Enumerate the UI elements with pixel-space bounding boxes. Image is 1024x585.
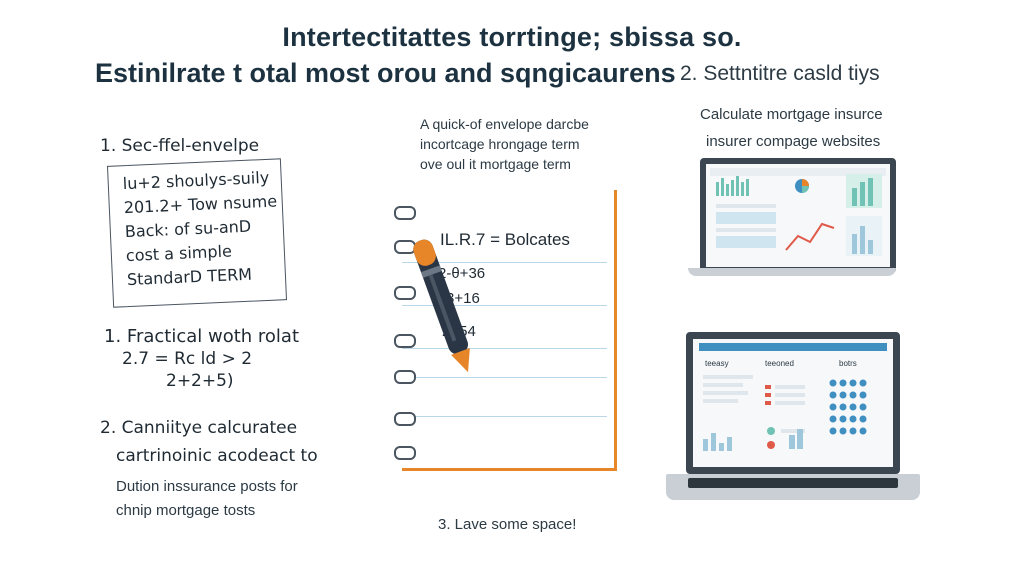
pad-line-3: 3+16 (446, 290, 480, 307)
laptop-screen-2: teeasy teeoned botrs (686, 332, 900, 474)
laptop-keyboard-base (666, 474, 920, 500)
right-caption-2: insurer compage websites (706, 133, 881, 150)
insurance-line-2: chnip mortgage tosts (116, 502, 256, 519)
ruled-line (402, 416, 607, 417)
pie-chart-icon (795, 179, 809, 193)
left-step3-sub: cartrinoinic acodeact to (116, 446, 318, 466)
spiral-ring-icon (394, 206, 416, 220)
ruled-line (402, 348, 607, 349)
spiral-ring-icon (394, 370, 416, 384)
mortgage-website-graphic (703, 375, 867, 451)
left-step-label: 1. Sec-ffel-envelpe (100, 136, 260, 156)
right-step-heading: 2. Settntitre casld tiys (680, 62, 880, 85)
laptop-base-1 (688, 268, 896, 276)
laptop-icon (688, 158, 896, 276)
keyboard-keys (688, 478, 898, 488)
pen-icon (413, 239, 470, 373)
dashboard-graphic (710, 168, 886, 256)
pad-line-2: 2-θ+36 (438, 265, 486, 282)
ruled-line (402, 305, 607, 306)
browser-bar (699, 343, 887, 351)
spiral-ring-icon (394, 412, 416, 426)
center-caption-3: ove oul it mortgage term (420, 156, 571, 172)
left-step3-label: 2. Canniitye calcuratee (100, 418, 298, 438)
laptop-icon: teeasy teeoned botrs (666, 332, 920, 502)
bar-chart-icon (716, 176, 749, 196)
ruled-line (402, 262, 607, 263)
ruled-line (402, 377, 607, 378)
center-caption-2: incortcage hrongage term (420, 136, 580, 152)
insurance-line-1: Dution inssurance posts for (116, 478, 298, 495)
page-subtitle: Estinilrate t otal most orou and sqngica… (95, 58, 676, 88)
left-formula-2: 2+2+5) (166, 371, 234, 391)
page-title: Intertectitattes torrtinge; sbissa so. (282, 22, 742, 52)
pad-line-1: IL.R.7 = Bolcates (440, 230, 570, 249)
spiral-ring-icon (394, 334, 416, 348)
left-formula-1: 2.7 = Rc ld > 2 (122, 349, 253, 369)
tab-teeasy[interactable]: teeasy (705, 359, 729, 368)
laptop-screen-1 (700, 158, 896, 273)
right-caption-1: Calculate mortgage insurce (700, 106, 883, 123)
handwritten-note-box: lu+2 shoulys-suily 201.2+ Tow nsume Back… (106, 158, 288, 308)
tab-botrs[interactable]: botrs (839, 359, 857, 368)
center-footer: 3. Lave some space! (438, 516, 577, 533)
calculator-keypad-icon (829, 379, 867, 435)
spiral-ring-icon (394, 286, 416, 300)
tab-teeoned[interactable]: teeoned (765, 359, 794, 368)
left-step2-label: 1. Fractical woth rolat (104, 326, 300, 347)
spiral-ring-icon (394, 446, 416, 460)
center-caption-1: A quick-of envelope darcbe (420, 116, 589, 132)
